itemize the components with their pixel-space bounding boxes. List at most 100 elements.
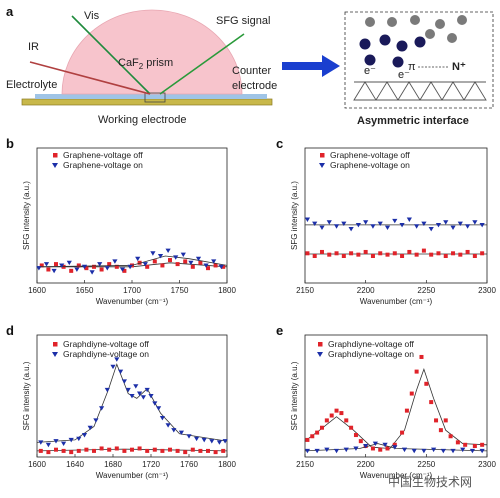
data-point <box>157 254 164 259</box>
data-point <box>180 252 186 258</box>
data-point <box>344 418 349 423</box>
anion-3 <box>435 19 445 29</box>
data-point <box>443 254 448 258</box>
data-point <box>171 428 177 433</box>
x-tick-label: 1800 <box>218 286 236 295</box>
data-point <box>469 448 476 454</box>
data-point <box>121 379 127 384</box>
data-point <box>458 252 463 257</box>
data-point <box>112 259 118 264</box>
data-point <box>310 434 315 439</box>
data-point <box>414 369 419 374</box>
data-point <box>221 264 226 269</box>
x-tick-label: 2150 <box>296 460 314 469</box>
data-point <box>46 450 51 455</box>
data-point <box>84 266 89 271</box>
data-point <box>89 270 95 275</box>
data-point <box>84 447 89 452</box>
data-point <box>152 447 157 452</box>
data-point <box>206 448 210 453</box>
data-point <box>319 425 324 430</box>
electrolyte-label: Electrolyte <box>6 79 57 91</box>
data-point <box>175 448 180 453</box>
vis-beam <box>71 15 151 95</box>
data-point <box>61 441 67 446</box>
data-point <box>43 262 50 267</box>
data-point <box>399 222 405 228</box>
legend-marker-1 <box>319 163 325 168</box>
data-point <box>145 264 150 269</box>
anion-4 <box>457 15 467 25</box>
data-point <box>125 387 131 393</box>
data-point <box>465 249 470 254</box>
data-point <box>165 248 171 253</box>
data-point <box>400 430 405 435</box>
data-point <box>198 448 203 453</box>
data-point <box>92 448 96 453</box>
lattice-cell-5 <box>463 81 487 101</box>
data-point <box>378 251 383 256</box>
panel-label-c: c <box>276 136 283 151</box>
data-point <box>363 220 369 225</box>
data-point <box>314 448 320 454</box>
cation-3 <box>414 36 426 48</box>
data-point <box>451 251 456 256</box>
data-point <box>392 442 397 447</box>
data-point <box>130 447 134 452</box>
data-point <box>99 267 104 272</box>
data-point <box>222 439 228 444</box>
fit-line-1 <box>36 363 228 443</box>
data-point <box>409 391 414 396</box>
data-point <box>160 263 165 268</box>
x-tick-label: 1680 <box>104 460 122 469</box>
legend-label-1: Graphene-voltage on <box>330 160 410 170</box>
data-point <box>312 221 318 226</box>
lattice-cell-0 <box>353 81 377 101</box>
data-point <box>194 436 200 442</box>
data-point <box>358 439 363 444</box>
data-point <box>104 266 110 271</box>
data-point <box>480 251 485 256</box>
data-point <box>392 251 397 256</box>
data-point <box>53 439 59 444</box>
data-point <box>324 447 330 453</box>
data-point <box>122 448 127 453</box>
legend-marker-0 <box>53 342 58 347</box>
data-point <box>104 387 110 393</box>
data-point <box>213 450 218 455</box>
interface-box <box>344 11 494 109</box>
data-point <box>424 381 429 386</box>
data-point <box>392 445 398 450</box>
data-point <box>144 387 150 393</box>
data-point <box>168 258 172 263</box>
data-point <box>434 418 439 423</box>
data-point <box>142 262 148 267</box>
x-tick-label: 2150 <box>296 286 314 295</box>
data-point <box>464 224 471 229</box>
vis-label: Vis <box>84 10 100 22</box>
data-point <box>429 400 434 405</box>
data-point <box>218 264 224 270</box>
legend-label-0: Graphdiyne-voltage off <box>63 339 149 349</box>
electrolyte-layer <box>35 94 267 99</box>
legend-marker-0 <box>318 342 323 347</box>
pi-label: π <box>408 61 416 73</box>
data-point <box>363 249 368 254</box>
data-point <box>133 384 139 389</box>
x-tick-label: 2300 <box>478 460 496 469</box>
data-point <box>353 433 358 438</box>
x-axis-label: Wavenumber (cm⁻¹) <box>360 297 433 306</box>
data-point <box>349 251 354 256</box>
data-point <box>51 268 57 274</box>
data-point <box>414 224 420 229</box>
sfg-signal-label: SFG signal <box>216 15 270 27</box>
data-point <box>443 220 449 225</box>
data-point <box>370 446 375 451</box>
plot-frame <box>304 147 488 284</box>
data-point <box>431 447 437 453</box>
data-point <box>480 442 485 447</box>
data-point <box>355 222 361 228</box>
data-point <box>479 222 485 228</box>
y-axis-label: SFG intensity (a.u.) <box>22 361 31 430</box>
x-axis-label: Wavenumber (cm⁻¹) <box>96 297 169 306</box>
